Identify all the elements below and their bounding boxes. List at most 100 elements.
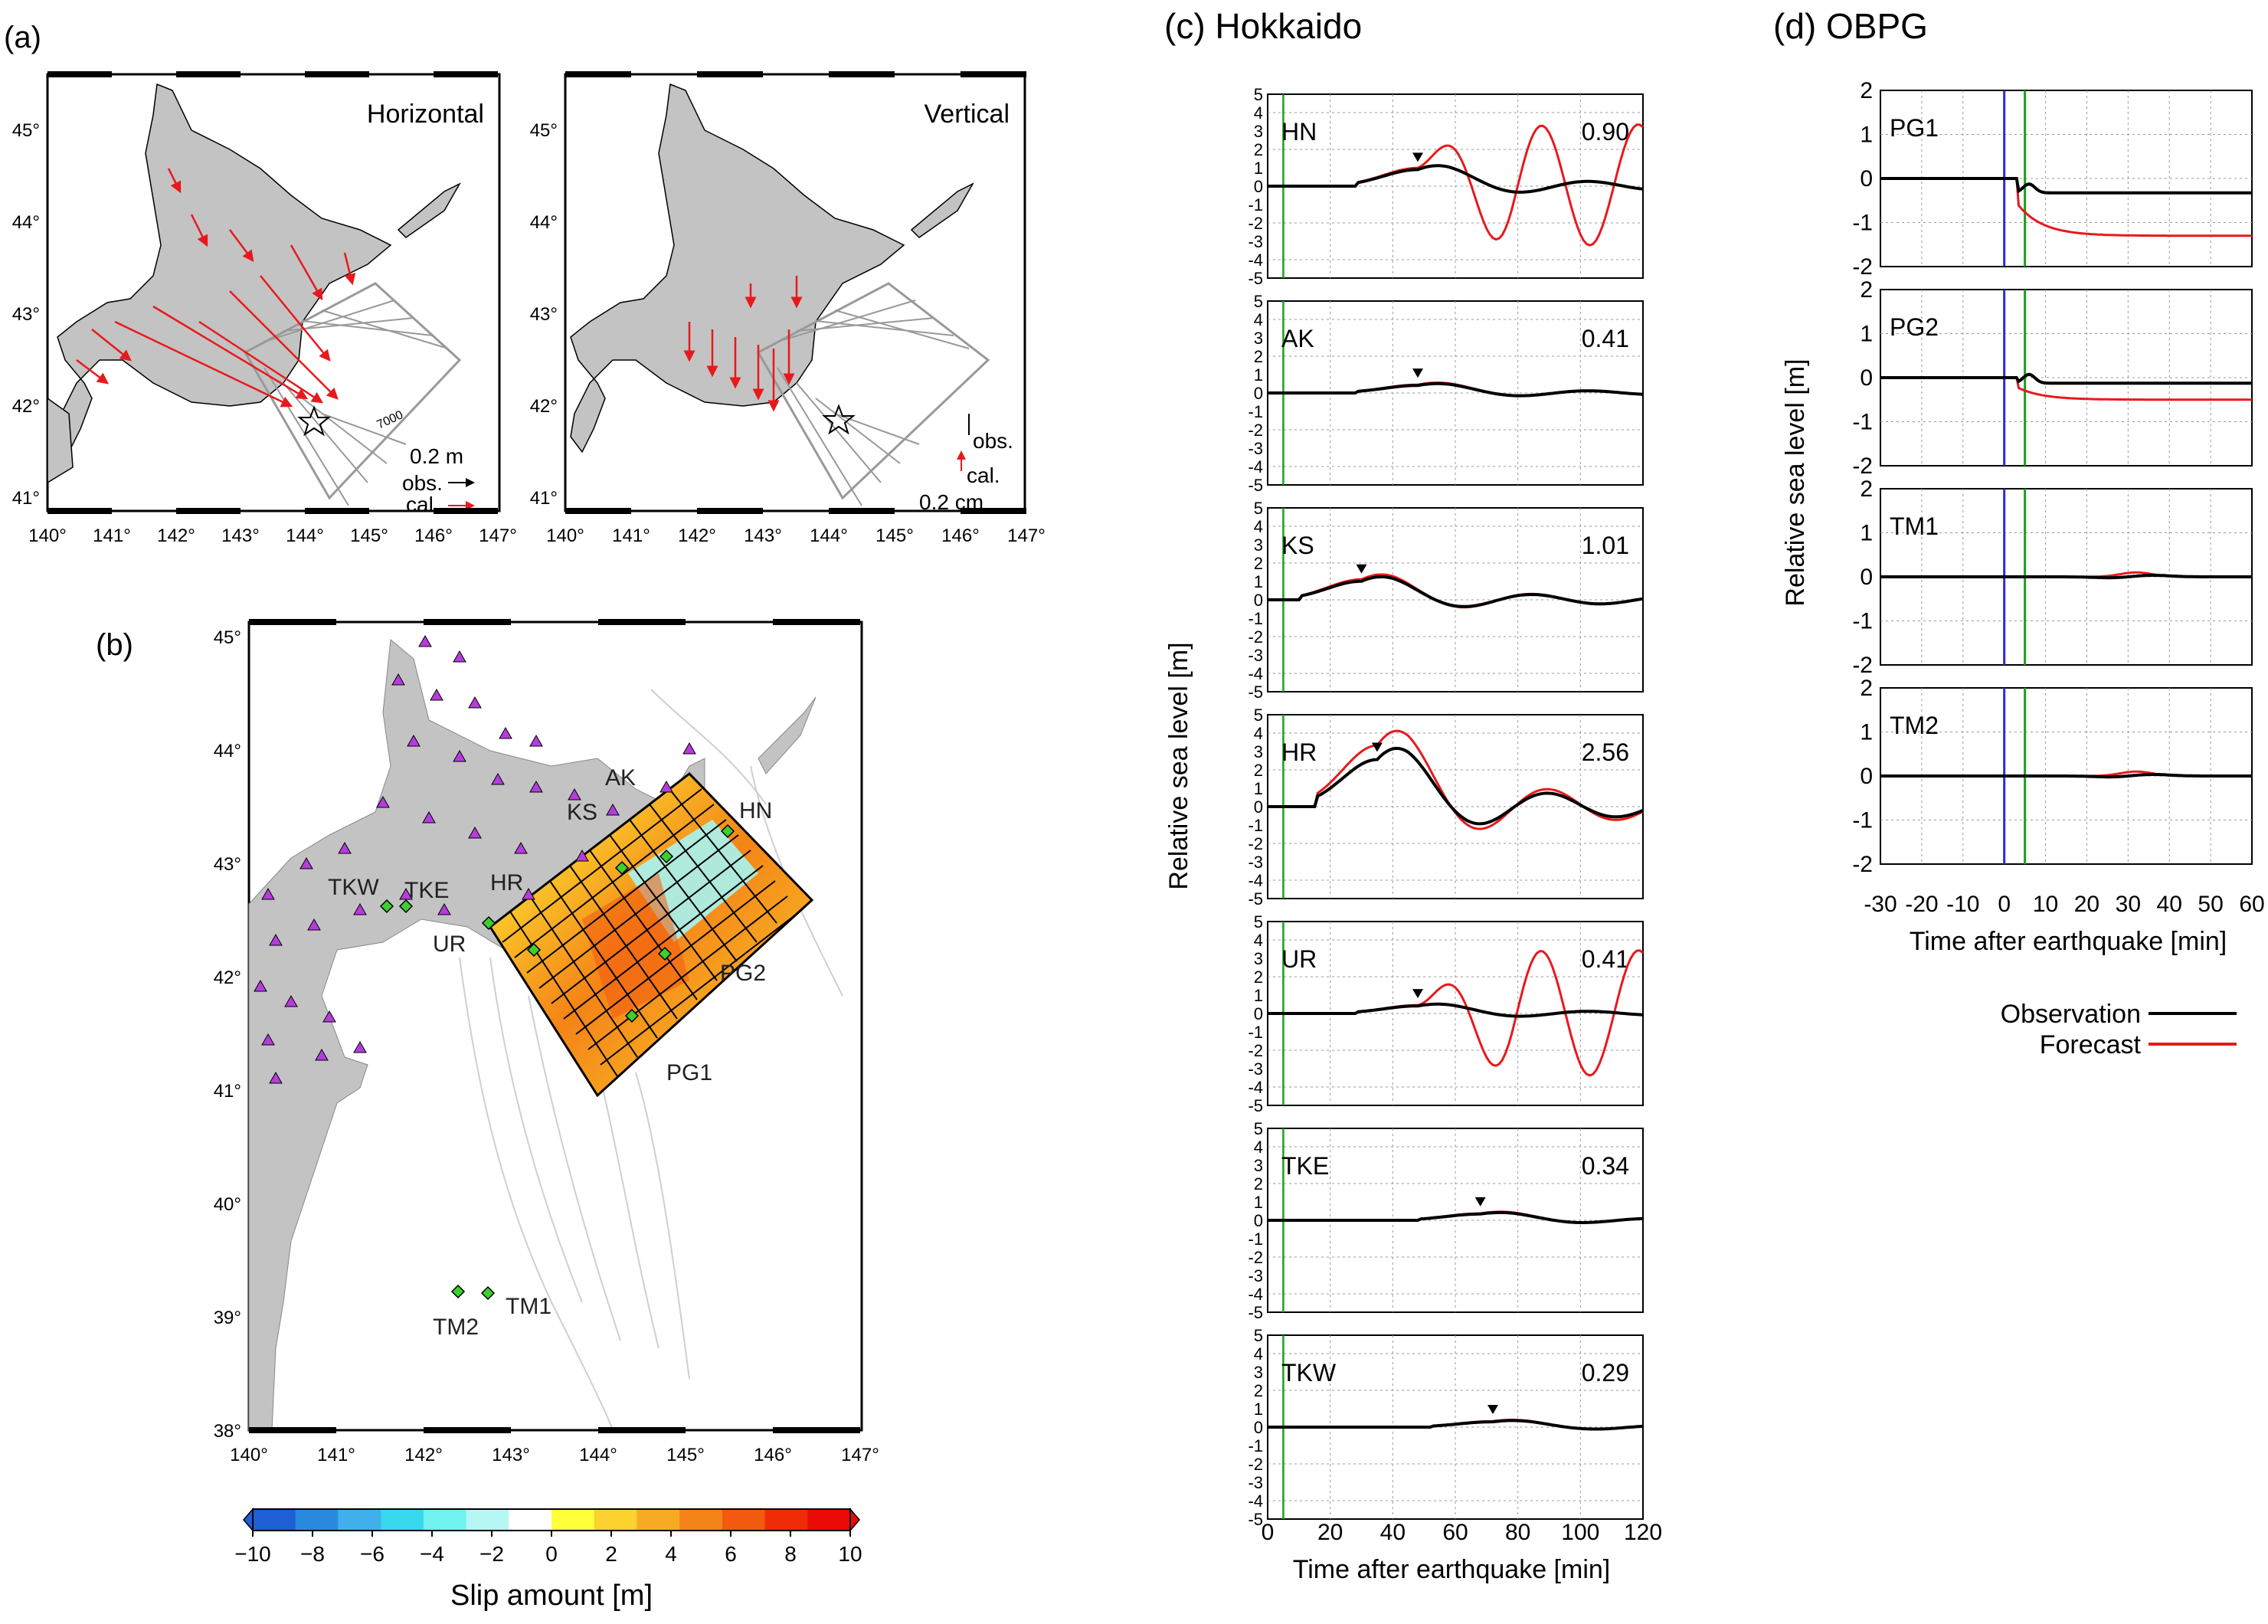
colorbar-tick-label: −10	[234, 1542, 271, 1566]
y-tick-label: -2	[1852, 852, 1873, 877]
station-max-value: 0.34	[1582, 1152, 1629, 1180]
x-tick-label: 10	[2033, 892, 2058, 917]
obs-label-vertical: obs.	[973, 429, 1013, 453]
map-a1-frame-bar	[305, 508, 369, 514]
colorbar-tick-label: 0	[545, 1542, 558, 1566]
map-a2-lat-tick: 44°	[530, 212, 558, 233]
station-name: HR	[1281, 738, 1317, 766]
map-a2-lat-tick: 45°	[530, 120, 558, 141]
legend-observation-label: Observation	[2001, 1000, 2141, 1029]
map-a2-frame-bar	[565, 71, 631, 77]
map-a1-frame-bar	[47, 508, 112, 514]
x-tick-label: 0	[1998, 892, 2011, 917]
y-tick-label: 5	[1254, 912, 1263, 932]
map-b-frame-bar	[249, 619, 336, 625]
observation-line	[1880, 177, 2252, 195]
colorbar-tick-label: 6	[725, 1542, 737, 1566]
map-a2-lat-tick: 41°	[530, 488, 558, 509]
map-b-frame-bar	[424, 1427, 511, 1433]
obpg-plot-TM1: 2 1 0 -1 -2 TM1	[1852, 476, 2253, 678]
map-a1-frame-bar	[434, 71, 498, 77]
x-tick-label: 30	[2116, 892, 2141, 917]
map-a1-lon-tick: 142°	[157, 526, 195, 546]
y-tick-label: 3	[1254, 535, 1263, 555]
y-tick-label: 2	[1860, 476, 1873, 502]
y-tick-label: 1	[1860, 322, 1873, 347]
y-tick-label: -5	[1248, 476, 1263, 495]
map-a2-frame-bar	[697, 508, 763, 514]
station-max-value: 2.56	[1582, 738, 1629, 766]
panel-d-xlabel: Time after earthquake [min]	[1910, 927, 2227, 956]
peak-marker	[1412, 368, 1423, 378]
station-name: KS	[1281, 532, 1314, 559]
colorbar-segment	[253, 1509, 296, 1531]
y-tick-label: 4	[1254, 103, 1263, 123]
y-tick-label: -2	[1852, 653, 1873, 678]
observation-line	[1268, 575, 1644, 608]
station-max-value: 0.29	[1582, 1359, 1629, 1387]
colorbar-tick-label: 4	[665, 1542, 677, 1566]
y-tick-label: 3	[1254, 949, 1263, 968]
slip-grid	[488, 771, 814, 1098]
y-tick-label: -2	[1248, 214, 1263, 233]
station-name: PG2	[1890, 313, 1939, 341]
map-a2-lon-tick: 146°	[941, 526, 980, 546]
y-tick-label: 1	[1254, 159, 1263, 178]
y-tick-label: -1	[1248, 1229, 1263, 1249]
map-b-frame-bar	[598, 619, 686, 625]
observation-line	[1268, 1002, 1644, 1018]
x-tick-label: 60	[2239, 892, 2264, 917]
x-tick-label: 100	[1561, 1520, 1599, 1545]
y-tick-label: -1	[1248, 1436, 1263, 1455]
station-name: TM1	[1890, 512, 1939, 540]
y-tick-label: -1	[1248, 816, 1263, 835]
map-b-frame-bar	[773, 1427, 860, 1433]
panel-d-ylabel: Relative sea level [m]	[1781, 359, 1810, 606]
legend: Observation Forecast	[2001, 1000, 2237, 1059]
map-b-lat-tick: 43°	[214, 854, 241, 875]
observation-line	[1880, 574, 2252, 580]
observation-line	[1268, 1210, 1644, 1224]
peak-marker	[1412, 152, 1423, 162]
map-a2-frame-bar	[961, 71, 1026, 77]
map-b-lat-tick: 39°	[214, 1308, 241, 1328]
colorbar-segment	[509, 1509, 552, 1531]
observation-line	[1880, 773, 2252, 779]
station-max-value: 0.90	[1582, 118, 1629, 146]
y-tick-label: 3	[1254, 1156, 1263, 1175]
station-name: UR	[1281, 945, 1317, 973]
peak-marker	[1412, 989, 1423, 999]
y-tick-label: -5	[1248, 269, 1263, 288]
y-tick-label: -1	[1852, 211, 1873, 236]
colorbar-segment	[764, 1509, 808, 1531]
y-tick-label: -4	[1248, 250, 1263, 270]
observation-line	[1268, 746, 1644, 826]
y-tick-label: 0	[1254, 797, 1263, 817]
map-a1-frame-bar	[434, 508, 498, 514]
y-tick-label: 1	[1254, 365, 1263, 385]
y-tick-label: 5	[1254, 1119, 1263, 1138]
colorbar-segment	[295, 1509, 339, 1531]
x-tick-label: 20	[1317, 1520, 1343, 1545]
map-b-lon-tick: 145°	[666, 1445, 705, 1465]
observation-line	[1880, 372, 2252, 385]
map-title-horizontal: Horizontal	[367, 100, 484, 129]
map-a2-lon-tick: 144°	[810, 526, 848, 546]
y-tick-label: 1	[1860, 521, 1873, 546]
station-name: PG1	[1890, 114, 1939, 142]
y-tick-label: -1	[1248, 1023, 1263, 1042]
map-b-frame-bar	[249, 1427, 336, 1433]
slip-colorbar: −10 −8 −6 −4 −2 0 2 4 6 8 10	[234, 1507, 862, 1566]
map-b-frame-bar	[424, 619, 511, 625]
y-tick-label: 0	[1254, 177, 1263, 196]
colorbar-segment	[679, 1509, 723, 1531]
label-PG1: PG1	[666, 1060, 712, 1085]
map-a1-lon-tick: 143°	[221, 526, 260, 546]
obpg-plot-PG2: 2 1 0 -1 -2 PG2	[1852, 277, 2253, 479]
station-name: AK	[1281, 325, 1314, 352]
map-a2-lon-tick: 147°	[1007, 526, 1046, 546]
scale-label-horizontal: 0.2 m	[410, 444, 463, 468]
y-tick-label: 3	[1254, 742, 1263, 761]
